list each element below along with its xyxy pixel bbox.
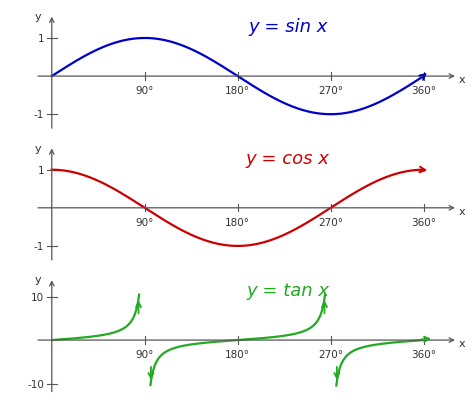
Text: y = sin x: y = sin x [248, 18, 328, 36]
Text: y = tan x: y = tan x [246, 281, 329, 299]
Text: x: x [459, 75, 465, 85]
Text: x: x [459, 338, 465, 348]
Text: 90°: 90° [136, 218, 154, 227]
Text: -1: -1 [34, 110, 44, 120]
Text: 90°: 90° [136, 86, 154, 96]
Text: 270°: 270° [318, 218, 343, 227]
Text: 1: 1 [37, 165, 44, 175]
Text: y: y [35, 274, 41, 285]
Text: 180°: 180° [225, 218, 250, 227]
Text: 180°: 180° [225, 86, 250, 96]
Text: 1: 1 [37, 34, 44, 44]
Text: 180°: 180° [225, 349, 250, 360]
Text: y: y [35, 12, 41, 22]
Text: 270°: 270° [318, 86, 343, 96]
Text: -1: -1 [34, 241, 44, 251]
Text: 270°: 270° [318, 349, 343, 360]
Text: -10: -10 [27, 379, 44, 389]
Text: 90°: 90° [136, 349, 154, 360]
Text: y: y [35, 143, 41, 153]
Text: 360°: 360° [411, 349, 436, 360]
Text: x: x [459, 207, 465, 216]
Text: 360°: 360° [411, 218, 436, 227]
Text: 10: 10 [31, 292, 44, 302]
Text: y = cos x: y = cos x [246, 149, 330, 167]
Text: 360°: 360° [411, 86, 436, 96]
